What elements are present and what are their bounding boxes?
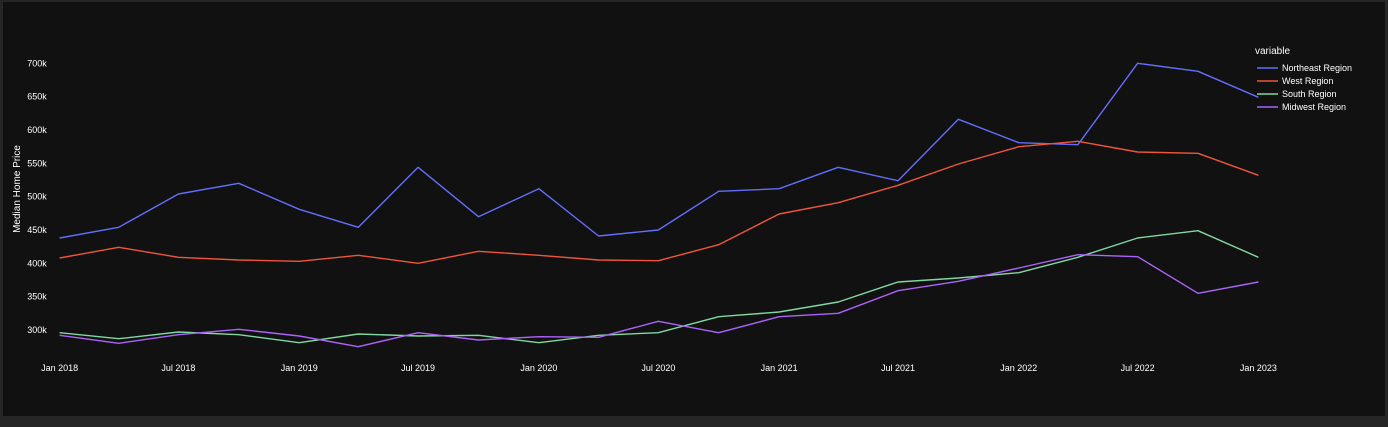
x-tick-label: Jan 2018	[41, 363, 78, 373]
x-tick-label: Jan 2020	[520, 363, 557, 373]
legend-item-northeast-region[interactable]: Northeast Region	[1257, 63, 1352, 73]
legend-item-midwest-region[interactable]: Midwest Region	[1257, 102, 1346, 112]
line-chart: 300k 350k 400k 450k 500k 550k 600k 650k 700k Jan…	[12, 46, 1352, 373]
legend-item-south-region[interactable]: South Region	[1257, 89, 1337, 99]
legend-item-west-region[interactable]: West Region	[1257, 76, 1333, 86]
x-tick-label: Jan 2022	[1000, 363, 1037, 373]
series-line-midwest-region	[59, 253, 1259, 348]
y-tick-label: 450k	[27, 225, 47, 235]
x-tick-label: Jul 2021	[881, 363, 915, 373]
series-line-west-region	[59, 140, 1259, 264]
x-tick-label: Jan 2019	[281, 363, 318, 373]
legend-label: South Region	[1282, 89, 1337, 99]
x-tick-label: Jul 2019	[401, 363, 435, 373]
x-axis: Jan 2018 Jul 2018 Jan 2019 Jul 2019 Jan 2020…	[41, 363, 1277, 373]
plot-frame: 300k 350k 400k 450k 500k 550k 600k 650k 700k Jan…	[3, 2, 1385, 416]
x-tick-label: Jul 2020	[641, 363, 675, 373]
y-tick-label: 400k	[27, 258, 47, 268]
series-line-south-region	[59, 229, 1259, 344]
x-tick-label: Jul 2022	[1121, 363, 1155, 373]
legend-label: Midwest Region	[1282, 102, 1346, 112]
series-lines	[59, 62, 1259, 348]
y-tick-label: 700k	[27, 58, 47, 68]
x-tick-label: Jul 2018	[161, 363, 195, 373]
y-tick-label: 600k	[27, 125, 47, 135]
x-tick-label: Jan 2023	[1240, 363, 1277, 373]
y-tick-label: 500k	[27, 192, 47, 202]
y-axis-title: Median Home Price	[12, 145, 23, 233]
y-tick-label: 350k	[27, 292, 47, 302]
x-tick-label: Jan 2021	[761, 363, 798, 373]
y-tick-label: 550k	[27, 158, 47, 168]
legend: variable Northeast Region West Region Sout…	[1255, 46, 1352, 112]
y-axis: 300k 350k 400k 450k 500k 550k 600k 650k 700k	[27, 58, 47, 335]
legend-label: West Region	[1282, 76, 1333, 86]
y-tick-label: 650k	[27, 92, 47, 102]
series-line-northeast-region	[59, 62, 1259, 239]
legend-label: Northeast Region	[1282, 63, 1352, 73]
legend-title: variable	[1255, 46, 1290, 57]
y-tick-label: 300k	[27, 325, 47, 335]
